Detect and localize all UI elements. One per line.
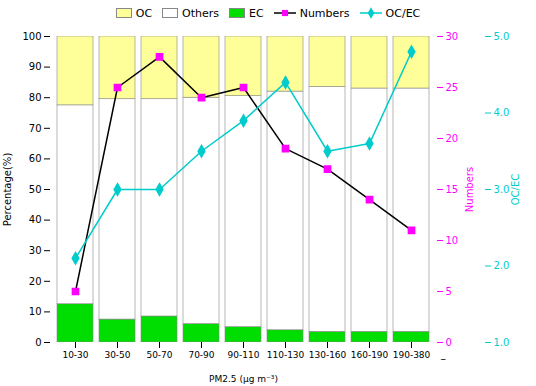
svg-text:PM2.5 (μg m⁻³): PM2.5 (μg m⁻³) bbox=[209, 374, 278, 384]
svg-text:15: 15 bbox=[446, 184, 459, 195]
svg-text:Percentage(%): Percentage(%) bbox=[2, 153, 13, 227]
svg-text:110-130: 110-130 bbox=[267, 350, 305, 360]
svg-text:70-90: 70-90 bbox=[188, 350, 214, 360]
svg-text:50: 50 bbox=[29, 184, 42, 195]
svg-text:5.0: 5.0 bbox=[494, 31, 510, 42]
svg-text:Numbers: Numbers bbox=[464, 167, 475, 212]
svg-text:0: 0 bbox=[35, 337, 41, 348]
svg-text:50-70: 50-70 bbox=[146, 350, 172, 360]
svg-text:160-190: 160-190 bbox=[351, 350, 389, 360]
svg-text:90-110: 90-110 bbox=[228, 350, 260, 360]
svg-text:1.0: 1.0 bbox=[494, 337, 510, 348]
svg-text:90: 90 bbox=[29, 61, 42, 72]
svg-text:30: 30 bbox=[29, 245, 42, 256]
svg-text:30: 30 bbox=[446, 31, 459, 42]
svg-text:2.0: 2.0 bbox=[494, 260, 510, 271]
svg-text:20: 20 bbox=[29, 276, 42, 287]
svg-text:80: 80 bbox=[29, 92, 42, 103]
html-text:Numbers: Numbers bbox=[299, 6, 350, 20]
svg-text:3.0: 3.0 bbox=[494, 184, 510, 195]
svg-text:130-160: 130-160 bbox=[309, 350, 347, 360]
svg-text:4.0: 4.0 bbox=[494, 107, 510, 118]
svg-text:10: 10 bbox=[29, 306, 42, 317]
svg-text:–: – bbox=[441, 352, 447, 365]
svg-text:25: 25 bbox=[446, 82, 459, 93]
html-text:OC: OC bbox=[135, 6, 153, 20]
svg-text:60: 60 bbox=[29, 153, 42, 164]
svg-text:OC/EC: OC/EC bbox=[510, 174, 521, 206]
html-text:Others: Others bbox=[182, 6, 219, 20]
html-text:OC/EC: OC/EC bbox=[385, 6, 421, 20]
svg-text:100: 100 bbox=[22, 31, 41, 42]
svg-text:190-380: 190-380 bbox=[393, 350, 431, 360]
svg-text:20: 20 bbox=[446, 133, 459, 144]
svg-text:70: 70 bbox=[29, 123, 42, 134]
svg-text:40: 40 bbox=[29, 214, 42, 225]
svg-text:0: 0 bbox=[446, 337, 452, 348]
svg-text:10: 10 bbox=[446, 235, 459, 246]
svg-text:30-50: 30-50 bbox=[104, 350, 130, 360]
svg-text:5: 5 bbox=[446, 286, 452, 297]
html-text:EC: EC bbox=[249, 6, 264, 20]
svg-text:10-30: 10-30 bbox=[62, 350, 88, 360]
